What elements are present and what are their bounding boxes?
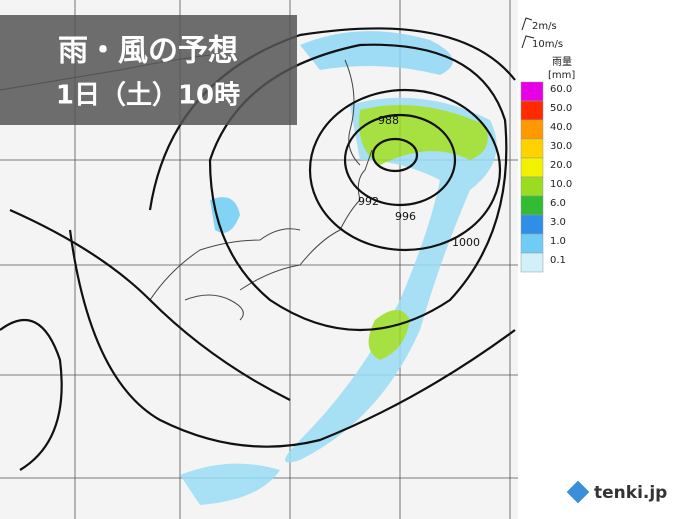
isobar-labels: 988 992 996 1000 xyxy=(358,114,480,249)
wind-legend-label: 2m/s xyxy=(532,21,557,32)
rain-legend-swatch xyxy=(520,214,544,235)
grid xyxy=(0,0,518,519)
logo: tenki.jp xyxy=(566,480,667,504)
isobars xyxy=(0,27,516,471)
rain-legend-swatch xyxy=(520,252,544,273)
isobar-label: 996 xyxy=(395,210,416,223)
rain-legend-swatch xyxy=(520,176,544,197)
rain-legend-label: 10.0 xyxy=(550,179,572,190)
rain-legend-swatch xyxy=(520,81,544,102)
rain-legend-label: 50.0 xyxy=(550,103,572,114)
rain-legend-label: 6.0 xyxy=(550,198,566,209)
subtitle: 1日（土）10時 xyxy=(56,81,240,111)
isobar-label: 1000 xyxy=(452,236,480,249)
rain-legend-title: 雨量 xyxy=(552,56,572,68)
rain-legend-label: 30.0 xyxy=(550,141,572,152)
title: 雨・風の予想 xyxy=(58,34,238,69)
rain-legend-swatch xyxy=(520,157,544,178)
rain-legend-label: 20.0 xyxy=(550,160,572,171)
rain-legend-swatch xyxy=(520,138,544,159)
rain-legend-swatch xyxy=(520,100,544,121)
rain-legend-label: 60.0 xyxy=(550,84,572,95)
rain-legend-label: 40.0 xyxy=(550,122,572,133)
isobar-label: 988 xyxy=(378,114,399,127)
wind-legend-label: 10m/s xyxy=(532,39,563,50)
rain-legend-scale: 60.0 50.0 40.0 30.0 20.0 10.0 6.0 3.0 1.0 0.1 xyxy=(520,81,572,273)
rain-legend-label: 0.1 xyxy=(550,255,566,266)
rain-areas xyxy=(180,31,497,505)
rain-legend-label: 3.0 xyxy=(550,217,566,228)
wind-legend: 2m/s 10m/s xyxy=(521,17,563,50)
rain-legend-label: 1.0 xyxy=(550,236,566,247)
rain-legend-swatch xyxy=(520,233,544,254)
rain-legend-unit: [mm] xyxy=(548,70,575,81)
title-box xyxy=(0,15,297,125)
rain-legend-swatch xyxy=(520,195,544,216)
logo-text: tenki.jp xyxy=(594,483,667,503)
isobar-label: 992 xyxy=(358,195,379,208)
rain-legend-swatch xyxy=(520,119,544,140)
